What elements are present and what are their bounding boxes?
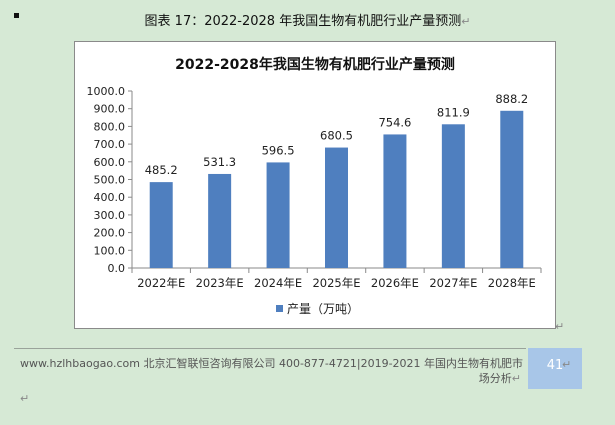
data-label: 596.5 <box>262 143 295 157</box>
footer-line-1: www.hzlhbaogao.com 北京汇智联恒咨询有限公司 400-877-… <box>20 357 524 370</box>
legend-swatch <box>276 305 283 312</box>
paragraph-mark: ↵ <box>461 15 471 28</box>
bar <box>208 173 232 268</box>
paragraph-mark-chart: ↵ <box>555 320 565 333</box>
bar-chart: 2022-2028年我国生物有机肥行业产量预测 0.0 100.0 200.0 300… <box>87 56 542 316</box>
y-tick-label: 1000.0 <box>87 85 126 98</box>
x-tick-label: 2027年E <box>429 276 477 290</box>
y-tick-label: 500.0 <box>94 174 126 187</box>
y-tick-label: 0.0 <box>108 262 126 275</box>
caption-text: 图表 17：2022-2028 年我国生物有机肥行业产量预测 <box>144 14 462 29</box>
paragraph-mark-footer: ↵ <box>511 372 521 385</box>
x-tick-label: 2022年E <box>137 276 185 290</box>
bar <box>149 182 173 268</box>
figure-caption: 图表 17：2022-2028 年我国生物有机肥行业产量预测↵ <box>0 10 615 29</box>
data-label: 680.5 <box>320 129 353 143</box>
chart-frame: 2022-2028年我国生物有机肥行业产量预测 0.0 100.0 200.0 300… <box>74 41 556 329</box>
footer-line-2: 场分析 <box>478 372 512 385</box>
data-label: 531.3 <box>203 155 236 169</box>
chart-bars: 485.2 2022年E 531.3 2023年E 596.5 2024年E 680.5 20… <box>137 92 536 290</box>
y-tick-label: 200.0 <box>94 227 126 240</box>
y-tick-label: 300.0 <box>94 209 126 222</box>
paragraph-mark-end: ↵ <box>20 392 30 405</box>
data-label: 888.2 <box>495 92 528 106</box>
x-tick-label: 2028年E <box>488 276 536 290</box>
data-label: 485.2 <box>145 163 178 177</box>
page-number-box: 41 <box>528 348 582 389</box>
footer-text: www.hzlhbaogao.com 北京汇智联恒咨询有限公司 400-877-… <box>20 356 525 386</box>
bar <box>325 147 348 268</box>
bar <box>500 110 524 268</box>
bar <box>266 162 290 268</box>
x-tick-label: 2024年E <box>254 276 302 290</box>
bar <box>441 124 465 268</box>
chart-title: 2022-2028年我国生物有机肥行业产量预测 <box>175 56 455 73</box>
bar <box>383 134 407 268</box>
x-tick-label: 2025年E <box>312 276 360 290</box>
page-number: 41 <box>546 358 564 373</box>
y-tick-label: 400.0 <box>94 191 126 204</box>
chart-legend: 产量（万吨） <box>276 302 359 316</box>
data-label: 754.6 <box>378 115 411 129</box>
y-tick-label: 700.0 <box>94 138 126 151</box>
y-tick-label: 100.0 <box>94 244 126 257</box>
footer-divider <box>14 348 526 349</box>
data-label: 811.9 <box>437 105 470 119</box>
y-tick-label: 900.0 <box>94 103 126 116</box>
bullet-marker <box>14 13 19 18</box>
x-tick-label: 2026年E <box>371 276 419 290</box>
chart-axes: 0.0 100.0 200.0 300.0 400.0 500.0 600.0 700.0 80… <box>87 85 542 275</box>
legend-label: 产量（万吨） <box>287 302 359 316</box>
x-tick-label: 2023年E <box>196 276 244 290</box>
y-tick-label: 600.0 <box>94 156 126 169</box>
y-tick-label: 800.0 <box>94 120 126 133</box>
paragraph-mark-page: ↵ <box>562 358 572 371</box>
